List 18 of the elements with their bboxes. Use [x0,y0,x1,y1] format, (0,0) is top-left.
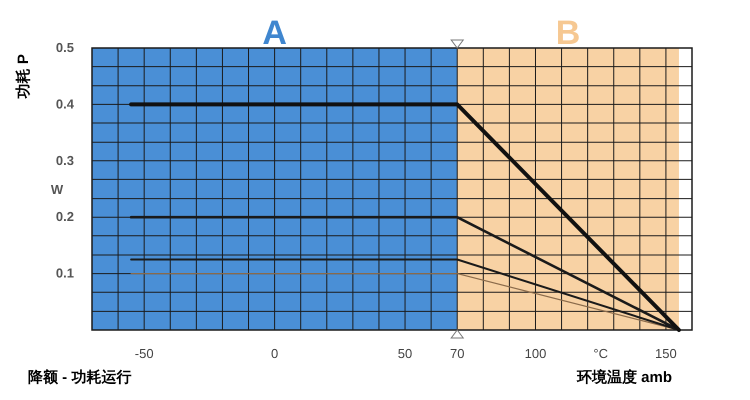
y-axis-title: 功耗 P [15,54,32,100]
text: °C [593,346,608,361]
x-tick-label: 0 [270,346,278,361]
y-tick-label: 0.4 [56,96,75,112]
x-tick-label: 100 [524,346,546,361]
y-tick-label: 0.3 [56,152,74,168]
y-tick-label: 0.1 [56,266,74,281]
band-label: B [556,14,580,52]
x-tick-label: 50 [398,346,412,361]
y-tick-label: 0.2 [56,209,74,224]
band-label: A [262,14,287,52]
x-axis-title: 环境温度 amb [576,368,672,386]
x-tick-label: 70 [450,346,464,361]
x-tick-label: -50 [134,346,154,361]
text: W [50,182,64,197]
text: 降额 - 功耗运行 [28,368,132,386]
y-tick-label: 0.5 [56,40,74,55]
x-tick-label: 150 [655,346,677,361]
